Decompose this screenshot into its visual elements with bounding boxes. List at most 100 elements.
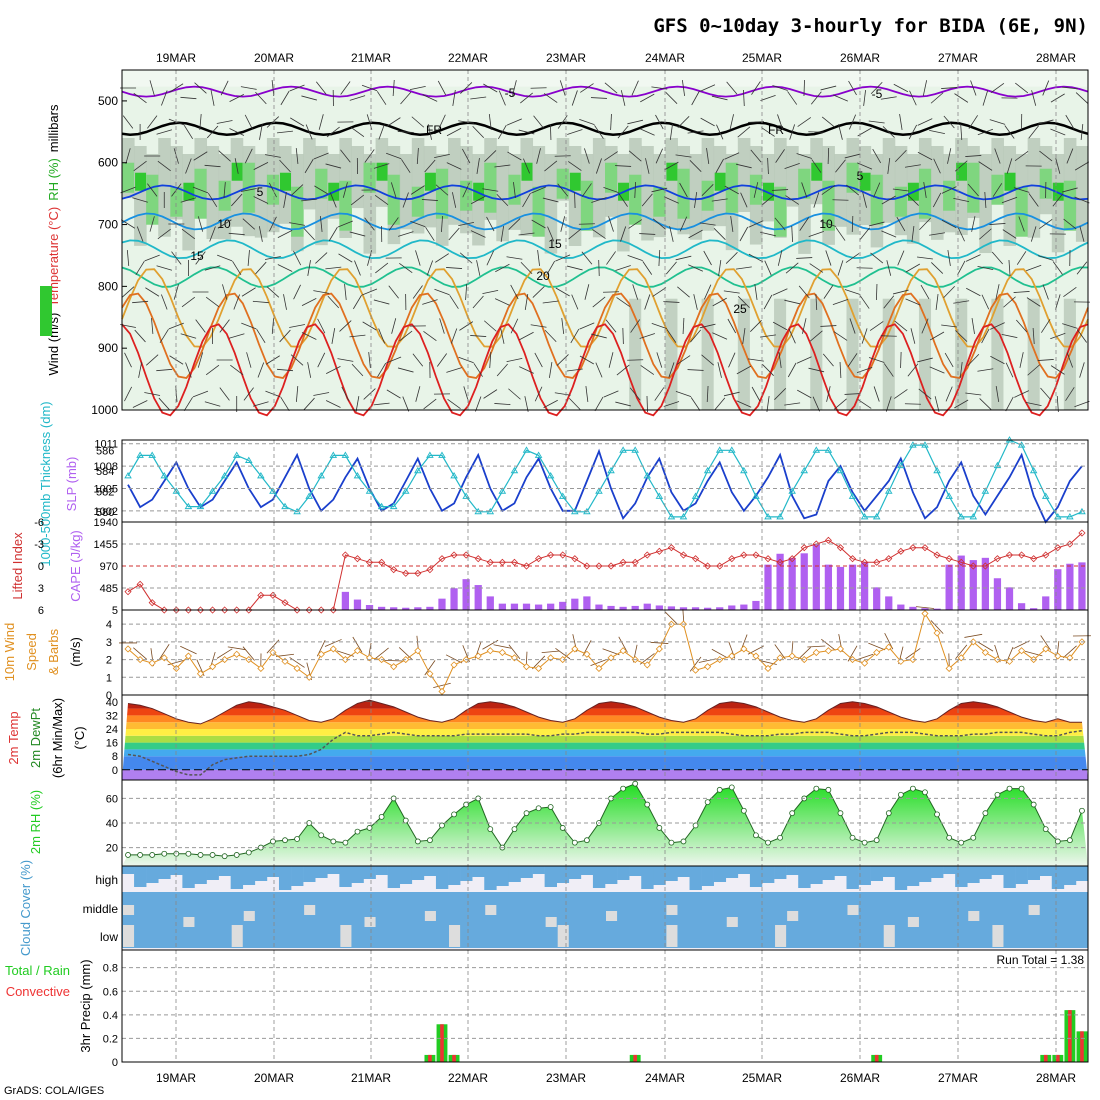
wind-barb (1027, 364, 1040, 376)
wind-barb (313, 152, 329, 160)
wind-barb (965, 155, 982, 157)
cloud-high-bar (1003, 866, 1016, 888)
wind-barb (590, 97, 607, 99)
lifted-index-point (329, 606, 337, 614)
wind-barb (544, 160, 558, 172)
cloud-high-bar (327, 866, 340, 874)
wind-barb (608, 352, 614, 368)
wind-speed-point (450, 661, 458, 669)
wind-barb (161, 294, 168, 310)
lifted-index-point (559, 551, 567, 559)
wind-barb (138, 362, 143, 378)
precip-tick-label: 0.8 (103, 963, 118, 975)
wind-barb (723, 290, 740, 294)
wind-barb (536, 148, 541, 164)
wind-barb (290, 354, 304, 366)
wind-barb (280, 90, 290, 106)
rh-band-light (931, 146, 944, 240)
rh-point (837, 810, 844, 817)
wind-barb (872, 148, 882, 164)
wind-barb (506, 357, 523, 363)
wind-barb (628, 150, 642, 162)
wind-barb (317, 352, 326, 368)
thickness-point (740, 466, 748, 474)
bottom-date-label: 21MAR (351, 1071, 391, 1085)
lifted-index-point (861, 558, 869, 566)
precip-convective-bar (874, 1054, 879, 1062)
wind-barb (689, 160, 702, 172)
cape-bar (873, 587, 881, 610)
cloud-high-bar (653, 866, 666, 885)
wind-barb (1018, 216, 1025, 232)
wind-speed-point (233, 650, 241, 658)
wind-barb (1079, 226, 1085, 242)
wind-barb (1079, 362, 1085, 378)
thickness-point (232, 451, 241, 458)
wind-barb (885, 396, 892, 412)
wind-barb (465, 283, 468, 301)
wind-barb (868, 357, 885, 363)
wind-barb (206, 125, 219, 139)
wind-barb (120, 324, 136, 328)
lifted-index-point (788, 555, 796, 563)
wind-barb (422, 94, 438, 102)
wind-barb (1061, 86, 1078, 90)
wind-barb (701, 354, 715, 366)
rh-point (402, 817, 409, 824)
surface-wind-barb (555, 647, 571, 660)
cloud-high-bar (170, 866, 183, 875)
wind-barb (941, 186, 957, 194)
wind-barb (772, 85, 788, 91)
rh-band-light (834, 154, 847, 227)
contour-label: -5 (872, 87, 883, 101)
rh-band-low (737, 298, 750, 410)
wind-barb (207, 193, 218, 207)
cloud-high-bar (629, 866, 642, 876)
wind-barb (772, 288, 788, 296)
wind-barb (241, 287, 256, 297)
cloud-high-bar (617, 866, 630, 880)
wind-barb (304, 158, 314, 174)
cloud-high-bar (713, 866, 727, 882)
temp-tick-label: 0 (112, 765, 118, 777)
wind-barb (1050, 128, 1066, 136)
cape-bar (933, 608, 941, 610)
wind-barb (882, 126, 895, 138)
wind-speed-point (498, 648, 506, 657)
wind-speed-point (293, 664, 301, 673)
cloud-high-bar (182, 866, 195, 888)
rh-band-light (1075, 146, 1089, 242)
wind-speed-point (643, 661, 651, 669)
wind-barb (917, 118, 933, 126)
cape-bar (619, 606, 627, 610)
wind-barb (570, 328, 580, 344)
precip-convective-label: Convective (6, 984, 70, 999)
rh-point (849, 834, 856, 841)
wind-barb (331, 328, 336, 344)
wind-barb (328, 226, 338, 242)
rh-band-dark (521, 162, 533, 181)
wind-barb (1025, 401, 1042, 407)
rh-point (982, 810, 989, 817)
temperature-contour (121, 323, 1089, 417)
wind-barb (530, 324, 547, 328)
wind-barb (994, 148, 1001, 164)
wind-barb (820, 85, 837, 91)
wind-barb (256, 329, 266, 343)
thickness-point (667, 513, 676, 520)
rh-band-mid (532, 186, 546, 237)
cloud-high-bar (1051, 866, 1065, 889)
wind-barb (909, 90, 917, 106)
temp-tick-label: 24 (106, 724, 118, 736)
wind-barb (555, 254, 571, 262)
wind-barb (808, 131, 825, 133)
wind-barb (881, 195, 896, 205)
rh-band-light (882, 138, 896, 223)
rh-point (487, 826, 494, 833)
rh-point (716, 786, 723, 793)
wind-barb (603, 390, 619, 398)
surface-wind-barb (541, 650, 560, 653)
rh-point (451, 811, 457, 818)
wind-speed-point (969, 638, 977, 646)
wind-barb (483, 320, 497, 332)
